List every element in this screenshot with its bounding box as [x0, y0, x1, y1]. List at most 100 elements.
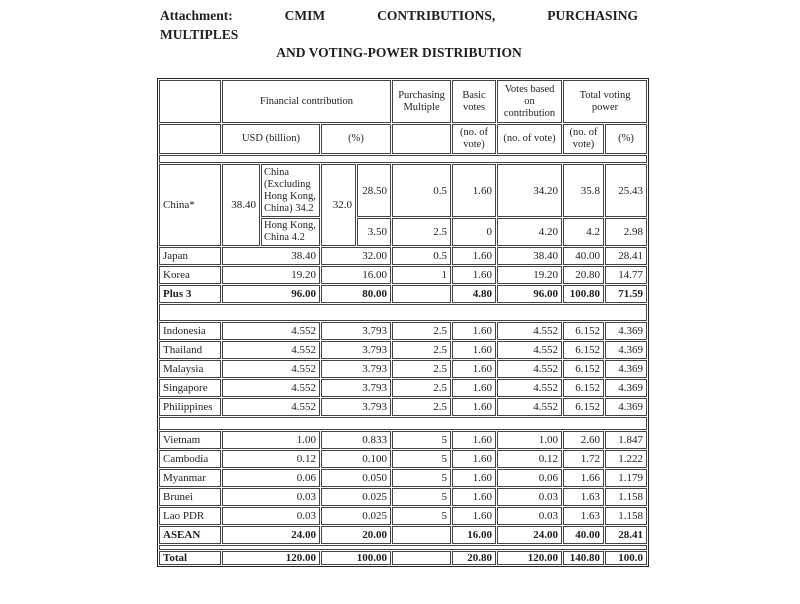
- value-cell: 1.60: [452, 488, 497, 506]
- document-title: Attachment: CMIM CONTRIBUTIONS, PURCHASI…: [160, 7, 638, 63]
- row-label: Vietnam: [159, 431, 221, 449]
- value-cell: 1.63: [563, 507, 605, 525]
- value-cell: 19.20: [222, 266, 320, 284]
- value-cell: 1.00: [222, 431, 320, 449]
- value-cell: 38.40: [497, 247, 563, 265]
- value-cell: 1.66: [563, 469, 605, 487]
- row-total: Total 120.00 100.00 20.80 120.00 140.80 100.0: [159, 551, 648, 565]
- title-line-1: Attachment: CMIM CONTRIBUTIONS, PURCHASI…: [160, 7, 638, 26]
- value-cell: 4.369: [605, 322, 648, 340]
- value-cell: 1.60: [452, 322, 497, 340]
- value-cell: 19.20: [497, 266, 563, 284]
- value-cell: 5: [392, 507, 452, 525]
- value-cell: 4.80: [452, 285, 497, 303]
- value-cell: 28.41: [605, 526, 648, 544]
- value-cell: 3.793: [321, 379, 392, 397]
- china-excluding-hk-label: China (Excluding Hong Kong, China) 34.2: [261, 164, 320, 217]
- value-cell: 0.12: [222, 450, 320, 468]
- row-label: Japan: [159, 247, 221, 265]
- value-cell: 20.80: [563, 266, 605, 284]
- value-cell: 1.60: [452, 360, 497, 378]
- value-cell: 5: [392, 431, 452, 449]
- value-cell: 4.552: [222, 360, 320, 378]
- row-china-hongkong: Hong Kong, China 4.2 3.50 2.5 0 4.20 4.2 2.98: [159, 218, 648, 246]
- header-purchasing-multiple: Purchasing Multiple: [392, 80, 452, 123]
- table-body: Financial contribution Purchasing Multipl…: [159, 80, 648, 565]
- header-no-of-vote: (no. of vote): [497, 124, 563, 154]
- value-cell: 80.00: [321, 285, 392, 303]
- value-cell: 1.63: [563, 488, 605, 506]
- value-cell: 20.00: [321, 526, 392, 544]
- value-cell: 0.833: [321, 431, 392, 449]
- pct-value: 32.0: [321, 164, 356, 246]
- value-cell: 0.050: [321, 469, 392, 487]
- pct-sub-value: 3.50: [357, 218, 392, 246]
- row-thailand: Thailand 4.552 3.793 2.5 1.60 4.552 6.152 4.369: [159, 341, 648, 359]
- value-cell: 140.80: [563, 551, 605, 565]
- value-cell: 1.72: [563, 450, 605, 468]
- value-cell: 0.03: [222, 488, 320, 506]
- value-cell: 100.00: [321, 551, 392, 565]
- value-cell: 0.03: [497, 507, 563, 525]
- value-cell: [392, 526, 452, 544]
- value-cell: 1.60: [452, 507, 497, 525]
- value-cell: 0.025: [321, 488, 392, 506]
- row-japan: Japan 38.40 32.00 0.5 1.60 38.40 40.00 28.41: [159, 247, 648, 265]
- header-financial-contribution: Financial contribution: [222, 80, 392, 123]
- value-cell: 0.03: [497, 488, 563, 506]
- row-asean: ASEAN 24.00 20.00 16.00 24.00 40.00 28.41: [159, 526, 648, 544]
- row-label: Malaysia: [159, 360, 221, 378]
- value-cell: 4.552: [497, 322, 563, 340]
- value-cell: 4.552: [222, 322, 320, 340]
- spacer-cell: [159, 417, 648, 430]
- tvp-votes: 35.8: [563, 164, 605, 217]
- value-cell: 24.00: [222, 526, 320, 544]
- value-cell: 28.41: [605, 247, 648, 265]
- value-cell: 2.5: [392, 398, 452, 416]
- row-label: ASEAN: [159, 526, 221, 544]
- header-no-of-vote: (no. of vote): [563, 124, 605, 154]
- value-cell: 20.80: [452, 551, 497, 565]
- spacer-cell: [159, 304, 648, 321]
- hong-kong-label: Hong Kong, China 4.2: [261, 218, 320, 246]
- value-cell: 4.552: [222, 398, 320, 416]
- value-cell: 1.60: [452, 247, 497, 265]
- value-cell: 2.5: [392, 360, 452, 378]
- purchasing-multiple: 0.5: [392, 164, 452, 217]
- value-cell: 5: [392, 469, 452, 487]
- cmim-contributions-table: Financial contribution Purchasing Multipl…: [157, 78, 650, 567]
- basic-votes: 1.60: [452, 164, 497, 217]
- value-cell: 1.00: [497, 431, 563, 449]
- value-cell: 1.60: [452, 398, 497, 416]
- value-cell: 96.00: [222, 285, 320, 303]
- row-label-china: China*: [159, 164, 221, 246]
- value-cell: 4.552: [497, 379, 563, 397]
- row-label: Brunei: [159, 488, 221, 506]
- spacer-cell: [159, 155, 648, 163]
- row-indonesia: Indonesia 4.552 3.793 2.5 1.60 4.552 6.152 4.36…: [159, 322, 648, 340]
- tvp-votes: 4.2: [563, 218, 605, 246]
- value-cell: 5: [392, 488, 452, 506]
- usd-value: 38.40: [222, 164, 260, 246]
- value-cell: 4.369: [605, 398, 648, 416]
- value-cell: 0.06: [222, 469, 320, 487]
- value-cell: 1.60: [452, 379, 497, 397]
- row-label: Korea: [159, 266, 221, 284]
- value-cell: 1.60: [452, 341, 497, 359]
- value-cell: 120.00: [497, 551, 563, 565]
- row-china-main: China* 38.40 China (Excluding Hong Kong, C…: [159, 164, 648, 246]
- value-cell: 1.60: [452, 450, 497, 468]
- value-cell: 24.00: [497, 526, 563, 544]
- value-cell: 1: [392, 266, 452, 284]
- row-label: Cambodia: [159, 450, 221, 468]
- value-cell: 4.552: [222, 341, 320, 359]
- value-cell: 100.80: [563, 285, 605, 303]
- title-line-3: AND VOTING-POWER DISTRIBUTION: [276, 45, 522, 60]
- spacer-row: [159, 155, 648, 163]
- row-label: Plus 3: [159, 285, 221, 303]
- row-label: Indonesia: [159, 322, 221, 340]
- value-cell: 3.793: [321, 322, 392, 340]
- title-word-cmim: CMIM: [284, 8, 326, 23]
- value-cell: [392, 285, 452, 303]
- value-cell: 100.0: [605, 551, 648, 565]
